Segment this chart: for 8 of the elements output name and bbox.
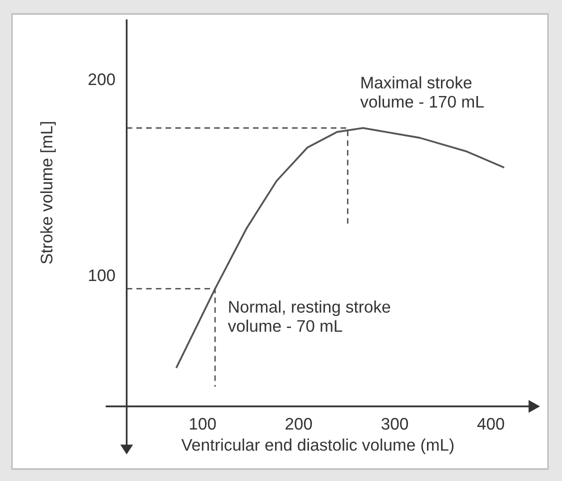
x-tick-label: 400 [477, 418, 504, 430]
annotation: Normal, resting stroke volume - 70 mL [228, 300, 390, 332]
x-tick-label: 200 [286, 418, 312, 430]
annotation: Maximal stroke volume - 170 mL [360, 76, 484, 108]
x-axis-title: Ventricular end diastolic volume (mL) [181, 438, 454, 454]
x-tick-label: 300 [382, 418, 408, 430]
y-axis-title: Stroke volume [mL] [40, 122, 56, 264]
x-tick-label: 100 [190, 418, 216, 430]
